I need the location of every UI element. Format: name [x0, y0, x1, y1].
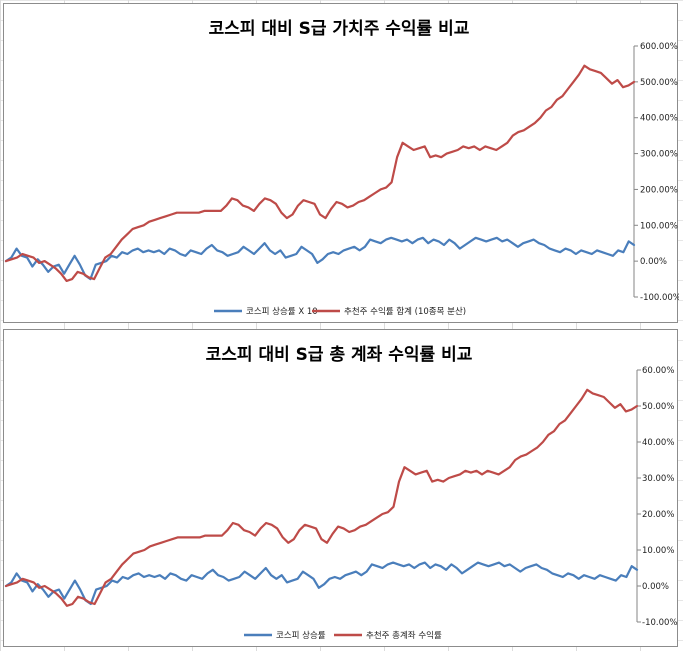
- chart-1-legend-label-1: 추천주 수익률 합계 (10종목 분산): [344, 306, 466, 317]
- chart-1-gridlines: [633, 45, 638, 298]
- chart-2-title: 코스피 대비 S급 총 계좌 수익률 비교: [206, 345, 473, 365]
- chart-2-series-line-0: [4, 561, 639, 606]
- chart-1-title: 코스피 대비 S급 가치주 수익률 비교: [209, 19, 470, 39]
- chart-1-y-tick-label-3: 300.00%: [640, 150, 678, 160]
- chart-2-y-tick-label-6: 0.00%: [642, 582, 669, 592]
- chart-1-y-tick-label-2: 400.00%: [640, 114, 678, 124]
- chart-1-series-line-1: [4, 64, 636, 282]
- chart-1-y-tick-label-4: 200.00%: [640, 185, 678, 195]
- chart-1-y-ticks: 600.00% 500.00% 400.00% 300.00% 200.00% 100.0…: [640, 42, 679, 303]
- chart-1-y-tick-label-5: 100.00%: [640, 221, 678, 231]
- chart-1-y-tick-label-0: 600.00%: [640, 42, 678, 52]
- chart-1-svg: 600.00% 500.00% 400.00% 300.00% 200.00% 100.0…: [4, 19, 679, 317]
- chart-2-y-ticks: 60.00% 50.00% 40.00% 30.00% 20.00% 10.00% 0.00…: [642, 366, 677, 628]
- chart-2-y-tick-label-0: 60.00%: [642, 366, 674, 376]
- chart-1-series: [4, 64, 636, 282]
- chart-2-legend-label-1: 추천주 총계좌 수익률: [366, 630, 442, 641]
- chart-2-y-tick-label-7: -10.00%: [642, 618, 677, 628]
- chart-1-legend-label-0: 코스피 상승률 X 10: [246, 306, 318, 317]
- chart-panel-1[interactable]: 600.00% 500.00% 400.00% 300.00% 200.00% 100.0…: [3, 3, 679, 323]
- chart-2-series: [4, 388, 639, 607]
- chart-2-series-line-1: [4, 388, 639, 607]
- chart-2-y-tick-label-5: 10.00%: [642, 546, 674, 556]
- chart-1-y-tick-label-1: 500.00%: [640, 78, 678, 88]
- chart-1-y-tick-label-6: 0.00%: [640, 257, 667, 267]
- chart-2-y-tick-label-4: 20.00%: [642, 510, 674, 520]
- chart-2-legend-label-0: 코스피 상승률: [276, 630, 326, 641]
- chart-1-legend: 코스피 상승률 X 10 추천주 수익률 합계 (10종목 분산): [214, 306, 466, 317]
- chart-2-y-tick-label-3: 30.00%: [642, 474, 674, 484]
- chart-1-series-line-0: [4, 236, 636, 281]
- chart-1-y-tick-label-7: -100.00%: [640, 293, 679, 303]
- chart-2-svg: 60.00% 50.00% 40.00% 30.00% 20.00% 10.00% 0.00…: [4, 345, 677, 641]
- chart-2-y-tick-label-1: 50.00%: [642, 402, 674, 412]
- chart-2-legend: 코스피 상승률 추천주 총계좌 수익률: [244, 630, 442, 641]
- chart-panel-2[interactable]: 60.00% 50.00% 40.00% 30.00% 20.00% 10.00% 0.00…: [3, 329, 678, 647]
- chart-2-y-tick-label-2: 40.00%: [642, 438, 674, 448]
- chart-2-gridlines: [636, 369, 641, 623]
